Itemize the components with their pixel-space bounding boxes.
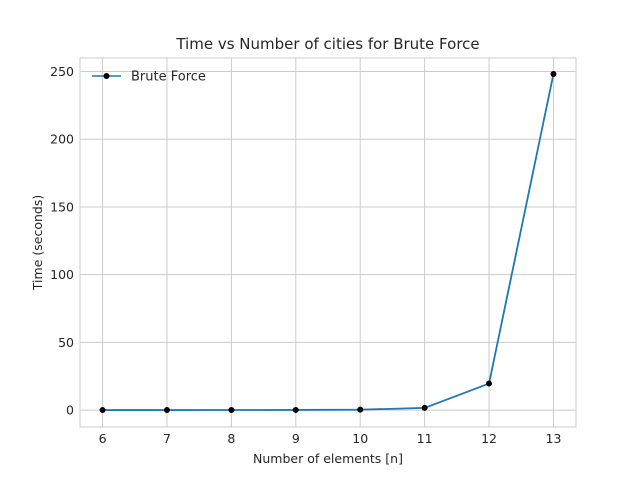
data-point: [486, 380, 493, 387]
data-point: [99, 407, 106, 414]
series-layer: [99, 70, 557, 414]
data-point: [228, 407, 235, 414]
legend-label: Brute Force: [131, 70, 206, 85]
y-axis-ticks: 0 50 100 150 200 250: [50, 64, 74, 418]
x-axis-ticks: 6 7 8 9 10 11 12 13: [99, 431, 562, 446]
plot-frame: [79, 57, 577, 428]
legend: Brute Force: [92, 70, 206, 85]
x-tick-label: 8: [227, 431, 235, 446]
x-tick-label: 11: [417, 431, 433, 446]
x-tick-label: 7: [163, 431, 171, 446]
x-tick-label: 9: [292, 431, 300, 446]
y-tick-label: 200: [50, 132, 74, 147]
y-tick-label: 150: [50, 199, 74, 214]
chart-title: Time vs Number of cities for Brute Force: [175, 35, 479, 53]
legend-marker-swatch: [103, 73, 110, 79]
x-tick-label: 10: [352, 431, 368, 446]
data-point: [163, 407, 170, 414]
y-tick-label: 0: [66, 403, 74, 418]
data-point: [550, 70, 557, 77]
series-line: [101, 73, 555, 411]
y-tick-label: 250: [50, 64, 74, 79]
y-tick-label: 50: [58, 335, 74, 350]
x-tick-label: 13: [546, 431, 562, 446]
y-axis-label: Time (seconds): [30, 195, 45, 291]
data-point: [292, 406, 299, 413]
data-point: [421, 404, 428, 411]
y-tick-label: 100: [50, 267, 74, 282]
data-point: [357, 406, 364, 413]
x-tick-label: 12: [481, 431, 497, 446]
x-axis-label: Number of elements [n]: [253, 451, 403, 466]
x-tick-label: 6: [99, 431, 107, 446]
